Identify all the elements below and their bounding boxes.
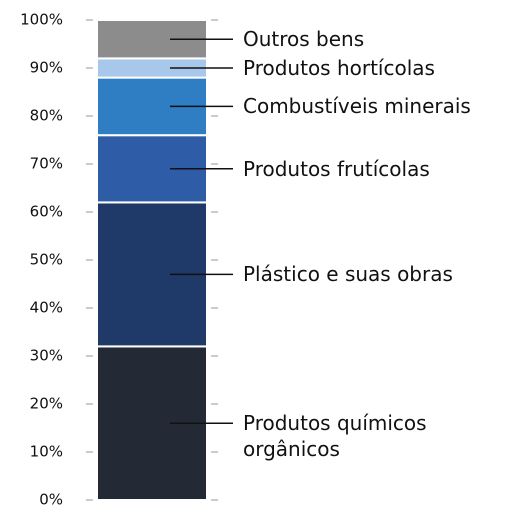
y-tick-label: 20% — [30, 395, 63, 413]
y-tick-label: 80% — [30, 107, 63, 125]
y-tick-label: 50% — [30, 251, 63, 269]
y-tick-label: 100% — [20, 11, 63, 29]
y-tick-label: 10% — [30, 443, 63, 461]
segment-label: Outros bens — [243, 27, 365, 52]
segment-label: Produtos frutícolas — [243, 156, 430, 181]
y-tick-label: 70% — [30, 155, 63, 173]
segment-label: Combustíveis minerais — [243, 94, 471, 119]
y-tick-label: 30% — [30, 347, 63, 365]
segment-label: Produtos hortícolas — [243, 56, 435, 80]
segment-label: Produtos químicos orgânicos — [243, 411, 427, 462]
y-tick-label: 60% — [30, 203, 63, 221]
segment-label: Plástico e suas obras — [243, 262, 453, 287]
y-tick-label: 90% — [30, 59, 63, 77]
y-tick-label: 0% — [39, 491, 63, 509]
y-tick-label: 40% — [30, 299, 63, 317]
